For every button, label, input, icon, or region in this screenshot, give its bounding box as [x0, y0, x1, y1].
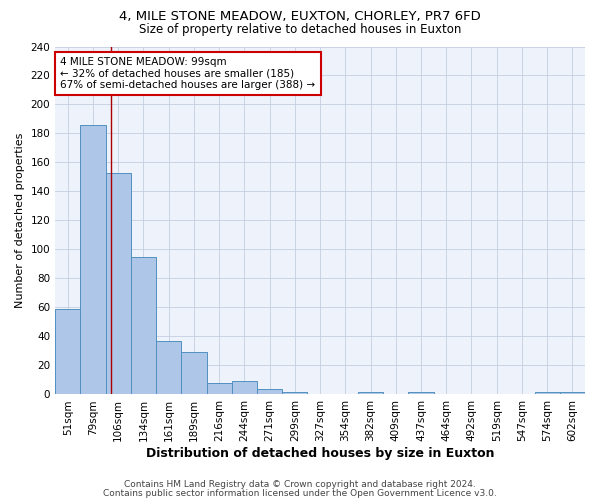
Bar — [560, 392, 585, 394]
Bar — [106, 172, 131, 394]
Text: 4 MILE STONE MEADOW: 99sqm
← 32% of detached houses are smaller (185)
67% of sem: 4 MILE STONE MEADOW: 99sqm ← 32% of deta… — [61, 57, 316, 90]
Bar — [257, 388, 282, 394]
Bar — [181, 352, 206, 395]
Bar — [232, 382, 257, 394]
Bar — [80, 125, 106, 394]
Bar — [282, 392, 307, 394]
Text: Size of property relative to detached houses in Euxton: Size of property relative to detached ho… — [139, 22, 461, 36]
Bar — [55, 309, 80, 394]
Bar — [131, 256, 156, 394]
Y-axis label: Number of detached properties: Number of detached properties — [15, 133, 25, 308]
X-axis label: Distribution of detached houses by size in Euxton: Distribution of detached houses by size … — [146, 447, 494, 460]
Text: Contains HM Land Registry data © Crown copyright and database right 2024.: Contains HM Land Registry data © Crown c… — [124, 480, 476, 489]
Bar — [206, 383, 232, 394]
Bar — [358, 392, 383, 394]
Text: Contains public sector information licensed under the Open Government Licence v3: Contains public sector information licen… — [103, 489, 497, 498]
Bar — [156, 341, 181, 394]
Bar — [409, 392, 434, 394]
Text: 4, MILE STONE MEADOW, EUXTON, CHORLEY, PR7 6FD: 4, MILE STONE MEADOW, EUXTON, CHORLEY, P… — [119, 10, 481, 23]
Bar — [535, 392, 560, 394]
